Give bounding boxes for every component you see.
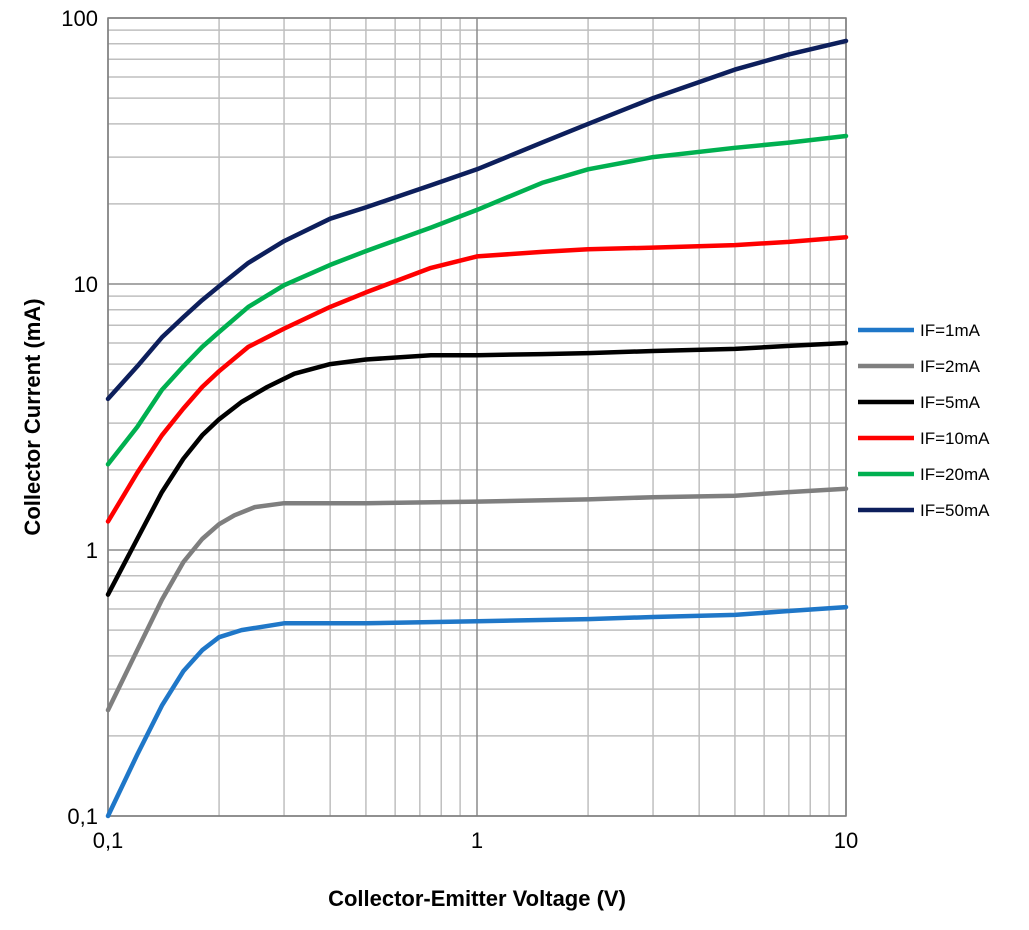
series-line-if-10ma bbox=[105, 234, 849, 524]
y-axis-title: Collector Current (mA) bbox=[20, 298, 45, 535]
series-line-if-20ma bbox=[105, 133, 849, 467]
series-line-if-5ma bbox=[105, 340, 849, 597]
plot-area-border bbox=[107, 17, 847, 817]
y-tick-label: 100 bbox=[61, 6, 98, 31]
series-line-if-1ma bbox=[105, 604, 849, 819]
x-tick-label: 0,1 bbox=[93, 828, 124, 853]
x-tick-label: 1 bbox=[471, 828, 483, 853]
series-line-if-2ma bbox=[105, 486, 849, 713]
y-tick-label: 1 bbox=[86, 538, 98, 563]
legend-label-if-50ma: IF=50mA bbox=[920, 501, 990, 520]
y-tick-label: 0,1 bbox=[67, 804, 98, 829]
legend-label-if-20ma: IF=20mA bbox=[920, 465, 990, 484]
x-axis-title: Collector-Emitter Voltage (V) bbox=[328, 886, 626, 911]
legend-label-if-2ma: IF=2mA bbox=[920, 357, 981, 376]
x-tick-label: 10 bbox=[834, 828, 858, 853]
series-line-if-50ma bbox=[105, 38, 849, 402]
series-lines bbox=[105, 38, 849, 819]
legend-label-if-10ma: IF=10mA bbox=[920, 429, 990, 448]
y-tick-label: 10 bbox=[74, 272, 98, 297]
legend: IF=1mA IF=2mA IF=5mA IF=10mA IF=20mA IF=50mA bbox=[858, 321, 990, 520]
legend-label-if-5ma: IF=5mA bbox=[920, 393, 981, 412]
legend-label-if-1ma: IF=1mA bbox=[920, 321, 981, 340]
tick-labels: 0,1 1 10 0,1 1 10 100 bbox=[61, 6, 858, 853]
